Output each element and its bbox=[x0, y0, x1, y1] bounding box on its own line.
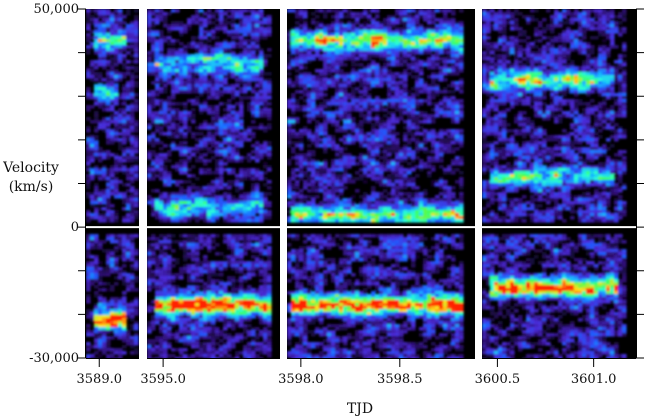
y-tick-label-0: 50,000 bbox=[34, 2, 80, 17]
x-tick-label-panel-4-1: 3601.0 bbox=[571, 372, 617, 387]
panels-layer bbox=[86, 9, 636, 358]
axes-layer: 3589.0 3595.0 3598.0 3598.5 3600.5 3601.0 50,0… bbox=[29, 2, 644, 387]
x-tick-label-panel-4-0: 3600.5 bbox=[475, 372, 521, 387]
x-tick-label-panel-1-0: 3589.0 bbox=[77, 372, 123, 387]
heatmap-panel-2 bbox=[147, 9, 280, 358]
labels-layer: Velocity (km/s) TJD bbox=[2, 160, 373, 417]
x-tick-label-panel-2-0: 3595.0 bbox=[140, 372, 186, 387]
y-tick-label-1: 0 bbox=[71, 220, 79, 235]
heatmap-panel-3 bbox=[287, 9, 475, 358]
x-tick-label-panel-3-0: 3598.0 bbox=[278, 372, 324, 387]
y-axis-label-line2: (km/s) bbox=[9, 179, 54, 195]
heatmap-panel-4 bbox=[482, 9, 636, 358]
y-tick-label-2: -30,000 bbox=[29, 351, 79, 366]
y-axis-label-line1: Velocity bbox=[2, 160, 59, 176]
x-tick-label-panel-3-1: 3598.5 bbox=[377, 372, 423, 387]
heatmap-panel-1 bbox=[86, 9, 139, 358]
x-axis-label: TJD bbox=[347, 401, 373, 417]
